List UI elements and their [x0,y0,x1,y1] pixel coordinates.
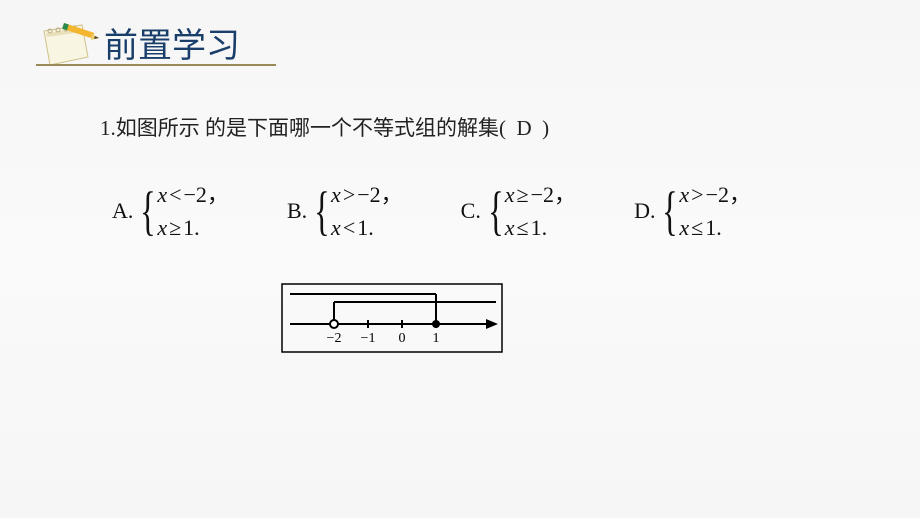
question-answer: D [517,116,532,140]
svg-text:−1: −1 [361,331,376,346]
option-c: C. { x≥−2， x≤1. [461,178,576,244]
svg-text:−2: −2 [327,331,342,346]
option-b: B. { x>−2， x<1. [287,178,403,244]
paren-close: ) [542,116,549,140]
question-line: 1.如图所示 的是下面哪一个不等式组的解集( D ) [100,112,549,142]
section-underline [36,64,276,66]
left-brace-icon: { [488,184,504,238]
option-label: B. [287,198,307,224]
option-label: C. [461,198,481,224]
option-a: A. { x<−2， x≥1. [112,178,229,244]
section-header: 前置学习 [36,18,240,69]
section-title: 前置学习 [104,18,240,69]
notepad-pencil-icon [36,21,100,69]
left-brace-icon: { [663,184,679,238]
left-brace-icon: { [314,184,330,238]
options-row: A. { x<−2， x≥1. B. { x>−2， x<1. C. { x≥−… [112,178,751,244]
option-label: A. [112,198,133,224]
option-d: D. { x>−2， x≤1. [634,178,751,244]
option-label: D. [634,198,655,224]
svg-text:0: 0 [399,331,406,346]
question-text: 如图所示 的是下面哪一个不等式组的解集( [116,116,506,140]
left-brace-icon: { [141,184,157,238]
numberline-figure: −2 −1 0 1 [276,282,508,354]
svg-text:1: 1 [433,331,440,346]
question-number: 1. [100,116,116,140]
